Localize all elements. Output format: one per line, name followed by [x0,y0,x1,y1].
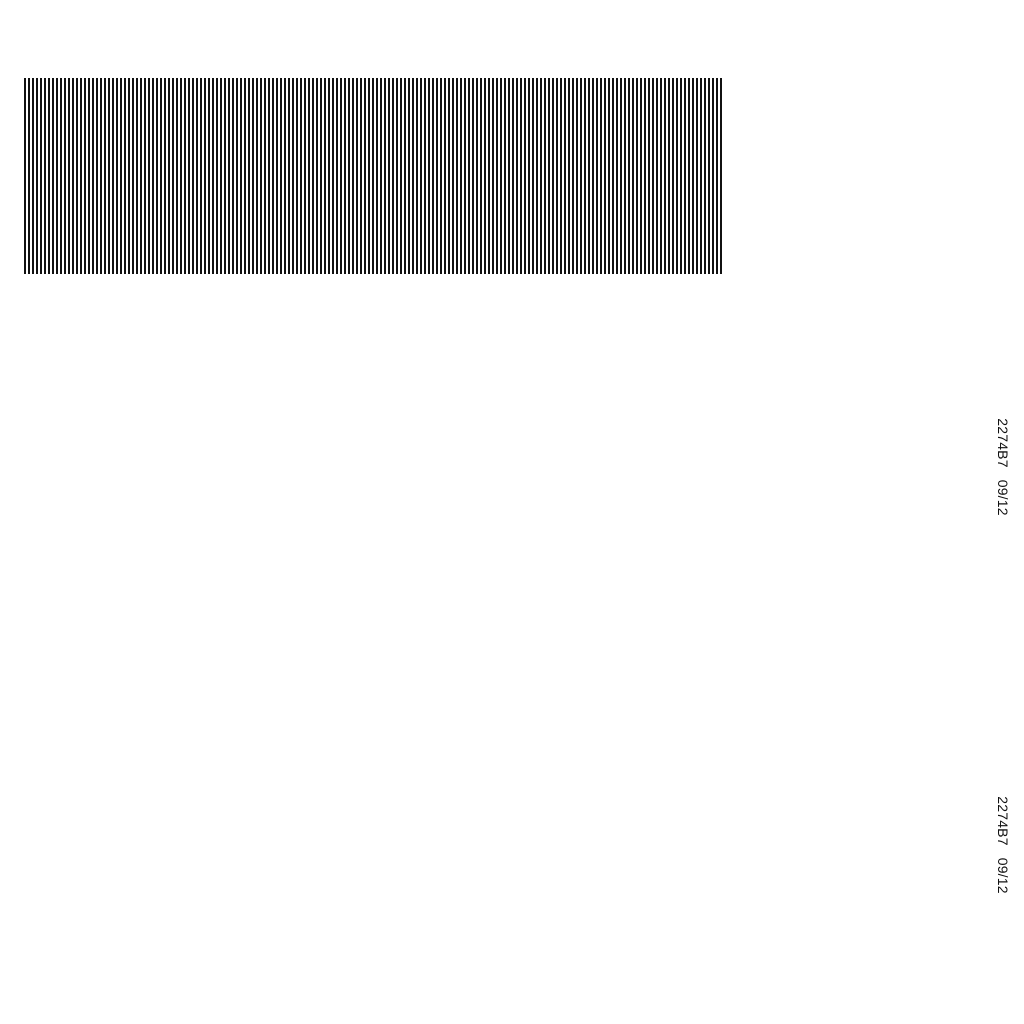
side-code-label: 2274B7 09/12 [995,418,1011,516]
side-code-label: 2274B7 09/12 [995,796,1011,894]
code-text: 2274B7 [995,418,1011,468]
code-text: 2274B7 [995,796,1011,846]
vertical-stripe-pattern [24,78,724,274]
date-text: 09/12 [995,857,1011,894]
date-text: 09/12 [995,479,1011,516]
